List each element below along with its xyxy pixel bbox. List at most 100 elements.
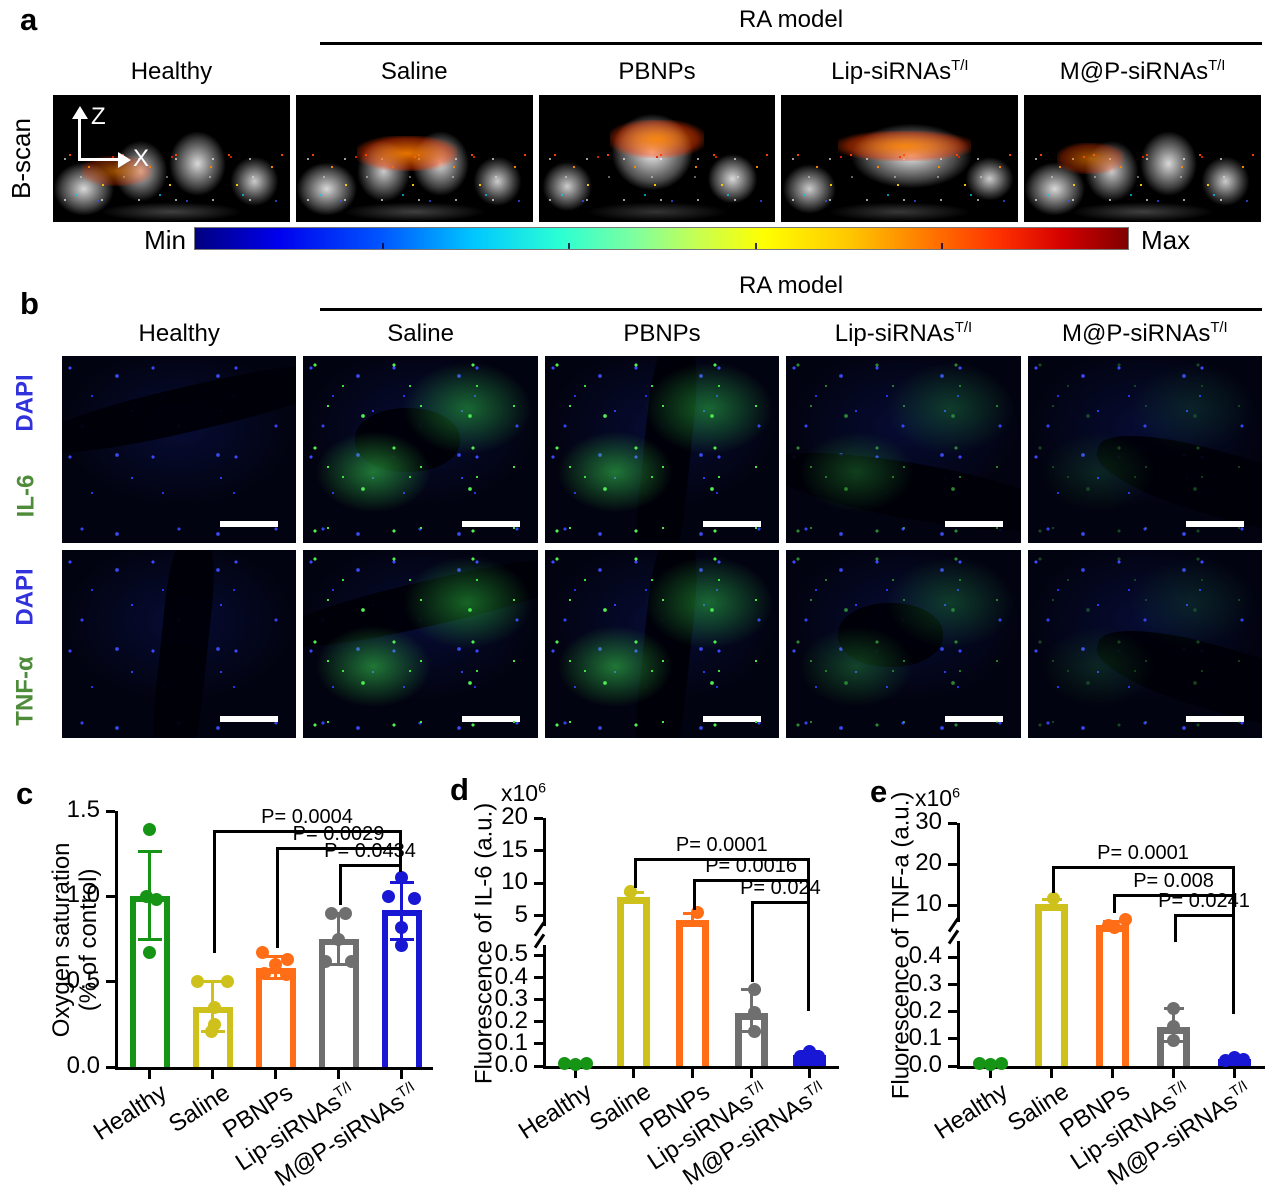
sig-v	[692, 879, 696, 911]
ytick	[948, 955, 957, 959]
il6-image-healthy	[62, 356, 297, 543]
multiplier-exp: 6	[952, 785, 961, 802]
dot	[624, 885, 638, 899]
sig-h	[338, 863, 402, 867]
dot	[747, 1025, 761, 1039]
dot	[280, 968, 293, 982]
group-sup: T/I	[1210, 320, 1228, 336]
scale-bar	[461, 716, 520, 722]
dot	[269, 958, 282, 972]
bscan-image-map-sirnas	[1024, 95, 1261, 222]
dot	[256, 946, 269, 960]
xtick	[1172, 1069, 1175, 1078]
dot	[319, 954, 332, 968]
err-line	[691, 913, 694, 925]
dot	[747, 1006, 761, 1020]
dot	[1237, 1052, 1250, 1066]
group-sup: T/I	[1208, 58, 1226, 74]
colorbar-tick	[381, 243, 384, 249]
ytick	[106, 809, 115, 813]
xtick	[808, 1069, 812, 1078]
dot	[557, 1056, 571, 1070]
xtick	[1050, 1069, 1053, 1078]
x-axis-arrowhead-icon	[118, 152, 131, 168]
err-cap	[200, 980, 225, 984]
err-cap	[137, 937, 162, 941]
panel-c-letter: c	[16, 776, 34, 811]
ytick	[534, 1020, 543, 1024]
sig-v	[806, 900, 810, 1011]
column-label-saline: Saline	[303, 320, 537, 348]
sig-label: P= 0.0241	[1158, 889, 1250, 912]
group-name: PBNPs	[618, 58, 696, 85]
axis-multiplier: x106	[501, 780, 546, 807]
dapi-label: DAPI	[12, 374, 39, 432]
tissue-void	[1089, 613, 1263, 738]
ytick-label: 20	[915, 849, 942, 877]
dapi-label-cell: DAPI	[2, 550, 50, 644]
group-name: Saline	[380, 58, 448, 85]
sig-label: P= 0.008	[1133, 870, 1214, 893]
z-axis-line	[78, 117, 81, 161]
tnfa-label-cell: TNF-α	[2, 644, 50, 738]
tissue-void	[786, 437, 1021, 543]
group-name: PBNPs	[623, 320, 701, 347]
sig-v	[1231, 913, 1235, 1015]
dot	[208, 1000, 221, 1014]
ytick	[106, 980, 115, 984]
sig-v	[1051, 866, 1055, 893]
scale-bar	[944, 716, 1003, 722]
group-name: Healthy	[130, 58, 213, 85]
group-name: M@P-siRNAs	[1061, 320, 1211, 347]
multiplier-base: x10	[501, 780, 539, 806]
row1-stain-labels: DAPI IL-6	[2, 356, 50, 543]
ytick-label: 1.0	[66, 881, 100, 909]
bscan-hotspot	[838, 130, 971, 162]
ytick	[948, 1064, 957, 1068]
sig-label: P= 0.024	[740, 876, 821, 899]
scale-bar	[944, 521, 1003, 527]
dapi-label-cell: DAPI	[2, 356, 50, 450]
ytick	[534, 998, 543, 1002]
dot	[1119, 913, 1132, 927]
sig-h	[212, 829, 402, 833]
dot	[747, 983, 761, 997]
ytick	[106, 894, 115, 898]
sig-label: P= 0.0001	[1097, 842, 1189, 865]
xtick	[274, 1070, 277, 1079]
sig-v	[398, 863, 402, 873]
tnfa-label: TNF-α	[12, 656, 39, 726]
scale-bar	[703, 716, 762, 722]
panel-a-column-labels: Healthy Saline PBNPs Lip-siRNAsT/I M@P-s…	[53, 58, 1261, 86]
ytick-label: 0.2	[494, 1006, 528, 1034]
sig-h	[751, 900, 810, 904]
group-sup: T/I	[954, 320, 973, 336]
ytick	[948, 903, 957, 907]
column-label-pbnps: PBNPs	[545, 320, 779, 348]
ytick-label: 0.4	[494, 962, 528, 990]
err-cap	[326, 963, 351, 967]
ytick-label: 30	[915, 808, 942, 835]
ytick	[948, 983, 957, 987]
ytick-label: 5	[514, 900, 528, 928]
group-name: M@P-siRNAs	[1059, 58, 1209, 85]
group-name: Lip-siRNAs	[834, 320, 955, 347]
panel-b-letter: b	[20, 286, 39, 321]
dot	[140, 889, 153, 903]
tissue-void	[62, 356, 297, 468]
xtick	[148, 1070, 151, 1079]
sig-h	[1112, 894, 1235, 898]
ytick-label: 0.5	[494, 940, 528, 968]
bscan-image-saline	[295, 95, 533, 222]
dot	[395, 939, 408, 953]
sig-label: P= 0.0004	[261, 805, 353, 828]
err-cap	[682, 923, 703, 927]
err-cap	[137, 850, 162, 854]
colorbar-tick	[754, 243, 757, 249]
dot	[1167, 1020, 1180, 1034]
err-cap	[389, 937, 414, 941]
bscan-image-pbnps	[538, 95, 776, 222]
tnfa-image-saline	[303, 550, 538, 738]
ytick-label: 0.3	[494, 984, 528, 1012]
dot	[984, 1057, 997, 1071]
